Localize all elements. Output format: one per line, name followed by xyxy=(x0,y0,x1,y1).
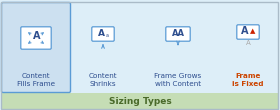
Text: Content
Shrinks: Content Shrinks xyxy=(89,73,117,87)
FancyBboxPatch shape xyxy=(1,3,71,93)
FancyBboxPatch shape xyxy=(1,93,278,109)
Text: Frame Grows
with Content: Frame Grows with Content xyxy=(154,73,202,87)
FancyBboxPatch shape xyxy=(237,25,259,39)
FancyBboxPatch shape xyxy=(21,27,51,49)
Text: A: A xyxy=(33,31,41,41)
Text: a: a xyxy=(106,32,109,38)
Text: Frame
is Fixed: Frame is Fixed xyxy=(232,73,264,87)
Text: AA: AA xyxy=(171,28,185,38)
Text: A: A xyxy=(97,28,104,38)
Text: Content
Fills Frame: Content Fills Frame xyxy=(17,73,55,87)
Text: A: A xyxy=(246,40,250,46)
FancyBboxPatch shape xyxy=(92,27,114,41)
Text: A: A xyxy=(241,26,249,36)
Text: ▲: ▲ xyxy=(250,28,256,34)
FancyBboxPatch shape xyxy=(166,27,190,41)
Text: Sizing Types: Sizing Types xyxy=(109,96,171,105)
